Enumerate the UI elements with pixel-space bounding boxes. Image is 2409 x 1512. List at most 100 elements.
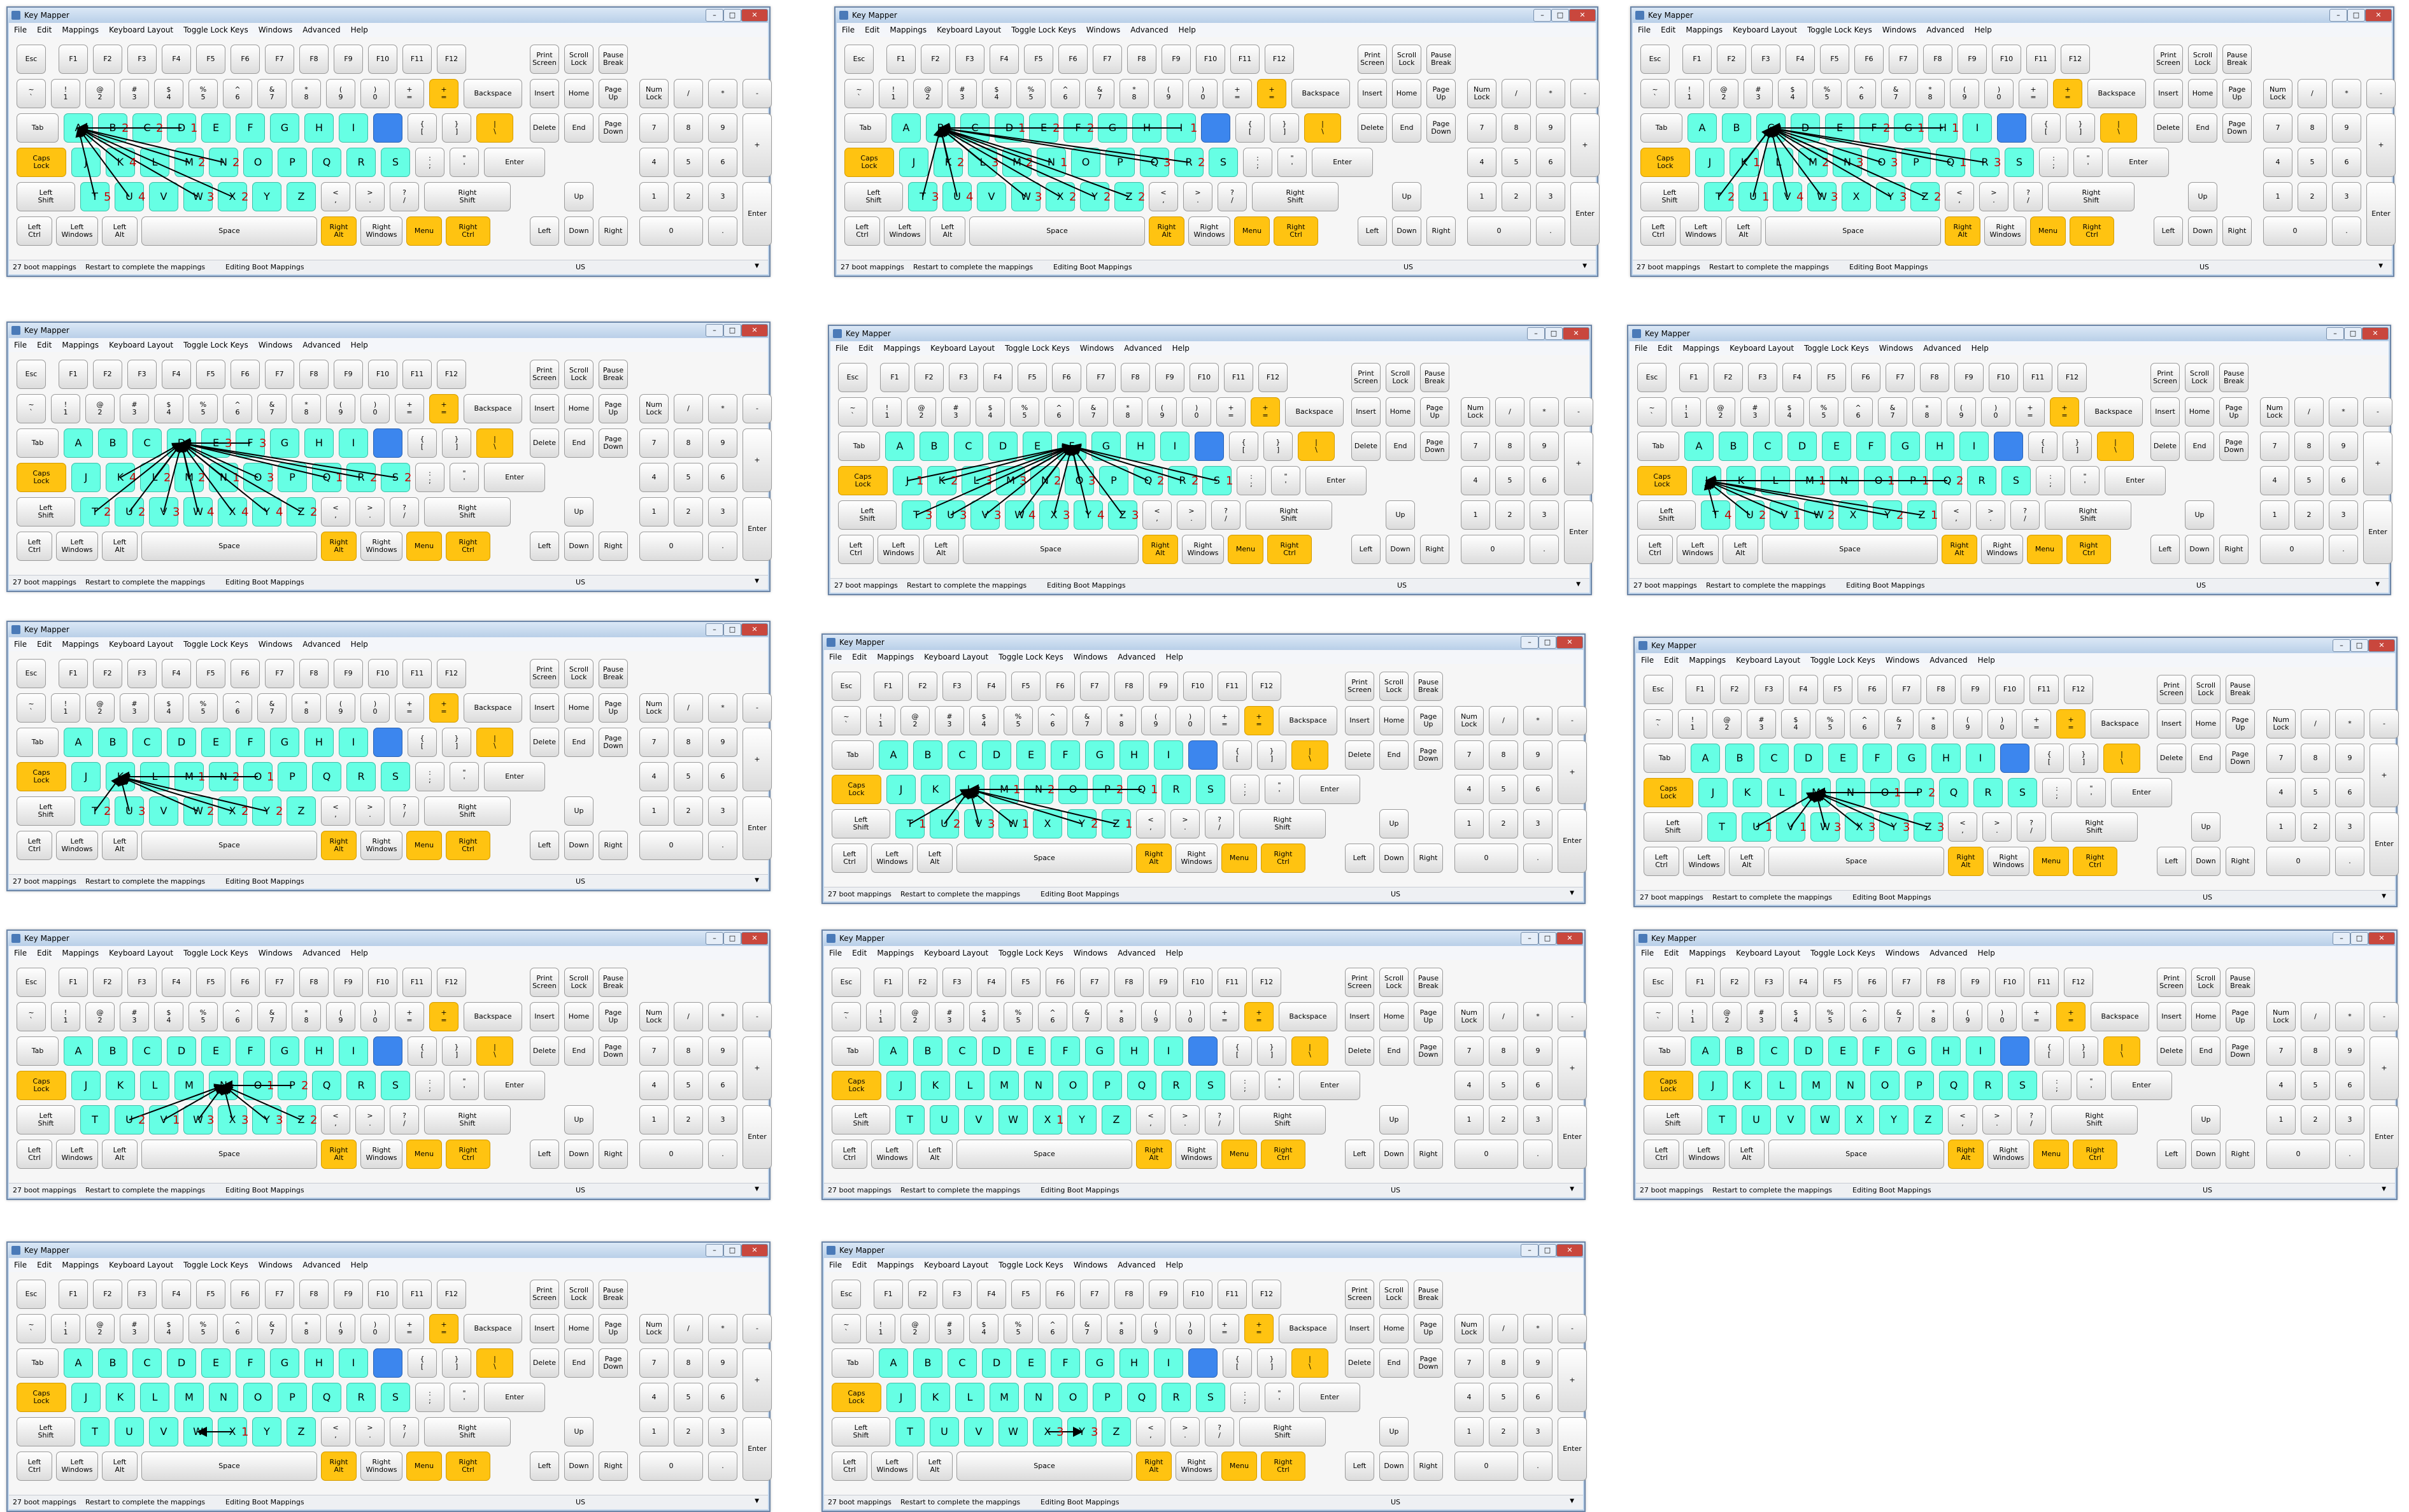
key-g[interactable]: G — [1091, 432, 1121, 461]
key-f12[interactable]: F12 — [1258, 363, 1288, 392]
key-s[interactable]: S — [1196, 1071, 1225, 1100]
key-f2[interactable]: F2 — [908, 968, 937, 997]
minimize-button[interactable]: – — [1527, 327, 1545, 340]
key-f10[interactable]: F10 — [1183, 672, 1212, 701]
key-insert[interactable]: Insert — [530, 394, 559, 423]
key-w[interactable]: W — [1011, 182, 1041, 211]
key-f4[interactable]: F4 — [1789, 968, 1818, 997]
key-scroll[interactable]: Scroll Lock — [2191, 675, 2221, 704]
key-npmul[interactable]: * — [1536, 79, 1565, 108]
key-pgdn[interactable]: Page Down — [2222, 113, 2252, 143]
key-tilde[interactable]: ~ ` — [17, 693, 46, 723]
key-j[interactable]: J — [899, 148, 928, 177]
key-rwin[interactable]: Right Windows — [1984, 216, 2026, 246]
key-lwin[interactable]: Left Windows — [1680, 216, 1722, 246]
key-s[interactable]: S — [2001, 466, 2031, 495]
key-backslash[interactable]: | \ — [476, 428, 513, 458]
menu-item-help[interactable]: Help — [1165, 1261, 1183, 1269]
key-z[interactable]: Z — [1914, 812, 1943, 842]
key-f2[interactable]: F2 — [93, 659, 122, 688]
key-f11[interactable]: F11 — [2029, 968, 2059, 997]
key-d[interactable]: D — [995, 113, 1024, 143]
key-scroll[interactable]: Scroll Lock — [2188, 45, 2217, 74]
key-equal[interactable]: + = — [1244, 1314, 1274, 1343]
key-f7[interactable]: F7 — [265, 659, 294, 688]
key-npminus[interactable]: - — [1558, 706, 1587, 735]
key-d6[interactable]: ^ 6 — [1038, 1002, 1067, 1031]
key-quote[interactable]: " ' — [1277, 148, 1307, 177]
minimize-button[interactable]: – — [706, 9, 723, 22]
key-rctrl[interactable]: Right Ctrl — [2073, 1140, 2117, 1169]
key-equal[interactable]: + = — [2050, 397, 2079, 427]
key-rbracket[interactable]: } ] — [1270, 113, 1299, 143]
key-ralt[interactable]: Right Alt — [321, 1452, 357, 1481]
key-q[interactable]: Q — [1936, 148, 1965, 177]
key-u[interactable]: U — [1742, 812, 1771, 842]
key-lshift[interactable]: Left Shift — [832, 809, 890, 838]
key-semicolon[interactable]: : ; — [2039, 148, 2068, 177]
key-lalt[interactable]: Left Alt — [102, 831, 138, 860]
key-p[interactable]: P — [278, 762, 307, 791]
key-z[interactable]: Z — [287, 182, 316, 211]
key-t[interactable]: T — [908, 182, 937, 211]
key-home[interactable]: Home — [564, 394, 593, 423]
key-rshift[interactable]: Right Shift — [1239, 1417, 1326, 1446]
key-slash[interactable]: ? / — [1205, 1105, 1234, 1134]
key-o[interactable]: O — [1058, 1383, 1088, 1412]
menu-item-keyboard-layout[interactable]: Keyboard Layout — [924, 1261, 989, 1269]
menu-item-edit[interactable]: Edit — [1661, 25, 1676, 34]
key-esc[interactable]: Esc — [17, 1280, 46, 1309]
menu-item-help[interactable]: Help — [1165, 949, 1183, 957]
key-r[interactable]: R — [1973, 778, 2003, 807]
key-b[interactable]: B — [913, 740, 942, 770]
key-backslash[interactable]: | \ — [2100, 113, 2137, 143]
key-rwin[interactable]: Right Windows — [360, 831, 402, 860]
key-enter[interactable]: Enter — [484, 463, 545, 492]
key-numlock[interactable]: Num Lock — [2260, 397, 2289, 427]
key-w[interactable]: W — [1005, 500, 1034, 530]
key-menu[interactable]: Menu — [406, 1452, 442, 1481]
key-f11[interactable]: F11 — [2029, 675, 2059, 704]
key-d1[interactable]: ! 1 — [1678, 1002, 1707, 1031]
key-d2[interactable]: @ 2 — [85, 79, 115, 108]
key-i[interactable]: I — [339, 1348, 368, 1378]
key-lshift[interactable]: Left Shift — [1644, 812, 1702, 842]
key-npdot[interactable]: . — [2335, 1140, 2364, 1169]
key-npdot[interactable]: . — [1530, 535, 1559, 564]
key-menu[interactable]: Menu — [1221, 1140, 1257, 1169]
key-tab[interactable]: Tab — [838, 432, 880, 461]
key-e[interactable]: E — [201, 113, 231, 143]
key-f12[interactable]: F12 — [437, 45, 466, 74]
key-remapped-blank[interactable] — [373, 728, 402, 757]
key-d9[interactable]: ( 9 — [1950, 79, 1979, 108]
key-f11[interactable]: F11 — [402, 968, 432, 997]
key-x[interactable]: X — [1039, 500, 1069, 530]
key-f10[interactable]: F10 — [368, 1280, 397, 1309]
key-d6[interactable]: ^ 6 — [223, 1002, 252, 1031]
key-d9[interactable]: ( 9 — [1148, 397, 1177, 427]
key-d[interactable]: D — [982, 740, 1011, 770]
status-layout[interactable]: US — [1391, 1498, 1401, 1506]
key-comma[interactable]: < , — [1948, 1105, 1977, 1134]
key-d4[interactable]: $ 4 — [1781, 709, 1810, 738]
key-j[interactable]: J — [1692, 466, 1721, 495]
menu-item-toggle-lock-keys[interactable]: Toggle Lock Keys — [998, 1261, 1063, 1269]
key-np7[interactable]: 7 — [1454, 1036, 1484, 1066]
key-j[interactable]: J — [886, 1383, 916, 1412]
key-np6[interactable]: 6 — [1530, 466, 1559, 495]
key-backslash[interactable]: | \ — [476, 1036, 513, 1066]
key-tilde[interactable]: ~ ` — [832, 706, 861, 735]
minimize-button[interactable]: – — [1521, 1244, 1538, 1257]
key-slash[interactable]: ? / — [1218, 182, 1247, 211]
key-up[interactable]: Up — [564, 796, 593, 826]
key-quote[interactable]: " ' — [1271, 466, 1300, 495]
maximize-button[interactable]: □ — [1538, 1244, 1556, 1257]
key-np0[interactable]: 0 — [1454, 844, 1518, 873]
key-i[interactable]: I — [339, 1036, 368, 1066]
key-down[interactable]: Down — [1379, 844, 1409, 873]
key-end[interactable]: End — [1392, 113, 1421, 143]
key-np4[interactable]: 4 — [1454, 1071, 1484, 1100]
key-d7[interactable]: & 7 — [257, 79, 287, 108]
minimize-button[interactable]: – — [706, 1244, 723, 1257]
key-lwin[interactable]: Left Windows — [56, 216, 98, 246]
